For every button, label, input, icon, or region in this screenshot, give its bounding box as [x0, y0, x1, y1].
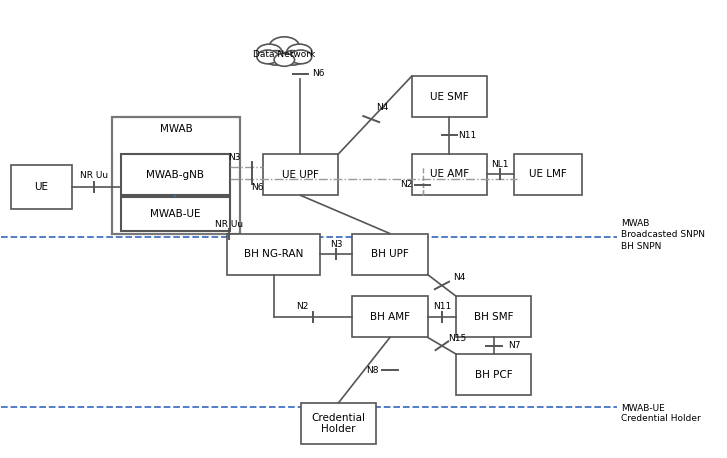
Text: BH AMF: BH AMF — [370, 312, 410, 322]
FancyBboxPatch shape — [353, 234, 427, 274]
FancyBboxPatch shape — [121, 197, 230, 231]
Circle shape — [290, 50, 312, 64]
Text: N11: N11 — [458, 131, 476, 140]
Circle shape — [269, 37, 300, 56]
Text: UE AMF: UE AMF — [430, 169, 469, 180]
Text: Data Network: Data Network — [253, 50, 316, 59]
Text: NR Uu: NR Uu — [80, 171, 108, 180]
Text: N6: N6 — [312, 69, 324, 78]
FancyBboxPatch shape — [113, 117, 240, 234]
FancyBboxPatch shape — [411, 76, 487, 117]
Text: Credential
Holder: Credential Holder — [311, 413, 366, 434]
FancyBboxPatch shape — [227, 234, 320, 274]
FancyBboxPatch shape — [263, 154, 338, 195]
Text: BH NG-RAN: BH NG-RAN — [244, 249, 303, 259]
Text: N11: N11 — [433, 302, 451, 311]
Text: N7: N7 — [507, 341, 520, 350]
FancyBboxPatch shape — [121, 154, 230, 195]
FancyBboxPatch shape — [11, 165, 71, 208]
Text: UE: UE — [34, 182, 48, 192]
FancyBboxPatch shape — [457, 296, 531, 338]
Text: BH UPF: BH UPF — [371, 249, 409, 259]
Text: N2: N2 — [401, 180, 413, 189]
Text: NL1: NL1 — [491, 160, 509, 169]
Text: N8: N8 — [366, 365, 378, 375]
Circle shape — [257, 44, 282, 60]
Text: N6: N6 — [251, 183, 263, 192]
Text: N4: N4 — [454, 273, 466, 282]
FancyBboxPatch shape — [411, 154, 487, 195]
FancyBboxPatch shape — [301, 403, 376, 444]
Circle shape — [274, 53, 294, 66]
Text: N15: N15 — [449, 334, 467, 344]
FancyBboxPatch shape — [353, 296, 427, 338]
Text: N4: N4 — [376, 103, 388, 111]
FancyBboxPatch shape — [513, 154, 582, 195]
Circle shape — [286, 44, 312, 60]
Text: BH PCF: BH PCF — [475, 370, 513, 380]
Text: NR Uu: NR Uu — [214, 219, 243, 229]
Text: N3: N3 — [228, 153, 241, 162]
Text: MWAB-UE: MWAB-UE — [150, 209, 201, 219]
Text: BH SMF: BH SMF — [474, 312, 513, 322]
Text: MWAB-UE
Credential Holder: MWAB-UE Credential Holder — [621, 403, 701, 423]
Text: MWAB: MWAB — [160, 124, 193, 134]
Text: UE UPF: UE UPF — [282, 170, 319, 180]
Circle shape — [265, 51, 287, 65]
Text: N3: N3 — [330, 240, 342, 249]
Text: UE SMF: UE SMF — [430, 92, 469, 102]
Text: N2: N2 — [296, 302, 308, 311]
Text: BH SNPN: BH SNPN — [621, 242, 662, 251]
Circle shape — [281, 51, 304, 65]
Circle shape — [257, 50, 278, 64]
Text: UE LMF: UE LMF — [529, 169, 566, 180]
FancyBboxPatch shape — [457, 354, 531, 395]
Text: MWAB
Broadcasted SNPN: MWAB Broadcasted SNPN — [621, 219, 705, 239]
Text: MWAB-gNB: MWAB-gNB — [146, 170, 204, 180]
